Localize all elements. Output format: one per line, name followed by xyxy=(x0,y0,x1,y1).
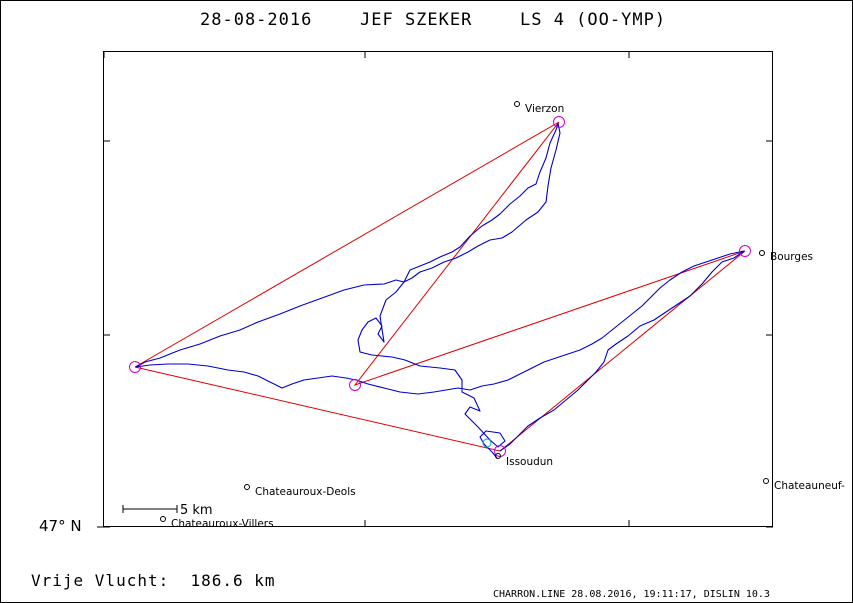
scale-label: 5 km xyxy=(180,503,213,518)
turnpoint-circle-icon xyxy=(553,116,565,128)
turnpoint-circle-icon xyxy=(129,361,141,373)
turnpoint-markers xyxy=(129,116,751,457)
place-marker-icon xyxy=(495,453,501,459)
place-marker-icon xyxy=(759,250,765,256)
place-label: Chateauroux-Villers xyxy=(171,518,274,530)
free-flight-distance: Vrije Vlucht: 186.6 km xyxy=(31,571,276,590)
flight-track xyxy=(135,122,745,459)
place-label: Chateauroux-Deols xyxy=(255,486,356,498)
turnpoint-circle-icon xyxy=(349,379,361,391)
frame-ticks xyxy=(97,51,773,528)
place-marker-icon xyxy=(763,478,769,484)
title-date: 28-08-2016 xyxy=(200,10,312,30)
place-marker-icon xyxy=(160,516,166,522)
title-glider: LS 4 (OO-YMP) xyxy=(520,10,666,30)
start-marker-icon xyxy=(482,438,492,448)
task-lines xyxy=(134,121,746,452)
place-markers: Vierzon Bourges Issoudun Chateauroux-Deols C… xyxy=(160,101,845,530)
turnpoint-circle-icon xyxy=(739,245,751,257)
place-label: Bourges xyxy=(770,251,813,263)
map-frame xyxy=(103,51,773,527)
credit-line: CHARRON.LINE 28.08.2016, 19:11:17, DISLI… xyxy=(493,589,770,600)
place-label: Issoudun xyxy=(506,456,553,468)
place-marker-icon xyxy=(514,101,520,107)
title-pilot: JEF SZEKER xyxy=(360,10,472,30)
place-label: Vierzon xyxy=(525,103,564,115)
place-label: Chateauneuf- xyxy=(774,480,845,492)
place-marker-icon xyxy=(244,484,250,490)
scale-bar xyxy=(122,505,178,513)
latitude-label: 47° N xyxy=(39,517,82,535)
